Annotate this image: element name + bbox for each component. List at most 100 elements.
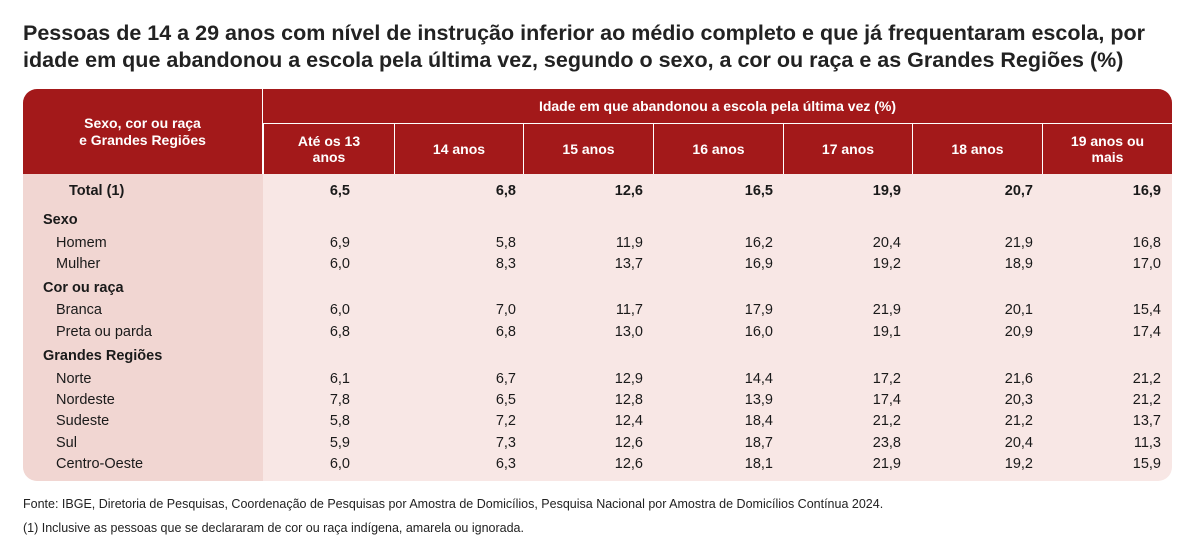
table-row: Homem 6,9 5,8 11,9 16,2 20,4 21,9 16,8 [23,232,1172,254]
table-cell: 6,9 [329,235,350,251]
table-cell: 11,7 [615,302,643,318]
column-header-line-1: 18 anos [951,141,1004,157]
column-header: Até os 13 anos [263,124,394,174]
table-cell: 8,3 [495,256,516,272]
table-cell: 15,9 [1132,456,1161,472]
column-header-line-2: mais [1091,149,1124,165]
row-label: Homem [56,235,107,251]
column-header: 18 anos [912,124,1042,174]
row-label: Cor ou raça [43,280,124,296]
table-cell: 5,8 [495,235,516,251]
table-cell: 17,4 [872,392,901,408]
table-cell: 18,4 [744,413,773,429]
row-label: Grandes Regiões [43,348,163,364]
row-header-line-1: Sexo, cor ou raça [84,114,201,131]
table-cell: 7,3 [495,435,516,451]
table-cell: 6,0 [329,456,350,472]
column-header: 14 anos [394,124,523,174]
row-label: Centro-Oeste [56,456,144,472]
row-label: Sudeste [56,413,110,429]
table-row: Nordeste 7,8 6,5 12,8 13,9 17,4 20,3 21,2 [23,389,1172,411]
table-cell: 6,8 [495,183,516,199]
table-cell: 13,0 [614,324,643,340]
table-cell: 11,9 [615,235,643,251]
table-cell: 12,6 [614,183,643,199]
title-line-1: Pessoas de 14 a 29 anos com nível de ins… [23,21,1145,45]
table-row: Mulher 6,0 8,3 13,7 16,9 19,2 18,9 17,0 [23,253,1172,275]
section-row: Grandes Regiões [23,345,1172,367]
table-row: Branca 6,0 7,0 11,7 17,9 21,9 20,1 15,4 [23,299,1172,321]
page-title: Pessoas de 14 a 29 anos com nível de ins… [23,20,1183,74]
table-row: Sul 5,9 7,3 12,6 18,7 23,8 20,4 11,3 [23,432,1172,454]
table-cell: 13,9 [744,392,773,408]
source-note: Fonte: IBGE, Diretoria de Pesquisas, Coo… [23,497,884,511]
column-header: 16 anos [653,124,783,174]
row-label: Sexo [43,212,78,228]
table-cell: 21,6 [1004,371,1033,387]
table-cell: 14,4 [744,371,773,387]
column-header: 17 anos [783,124,912,174]
table-cell: 12,6 [614,456,643,472]
table-cell: 12,4 [614,413,643,429]
table-cell: 21,2 [1132,392,1161,408]
table-cell: 16,9 [1132,183,1161,199]
row-header-line-2: e Grandes Regiões [79,131,206,148]
table-cell: 17,9 [744,302,773,318]
table-cell: 12,6 [614,435,643,451]
table-cell: 16,2 [744,235,773,251]
row-label: Branca [56,302,102,318]
table-cell: 6,1 [329,371,350,387]
row-label: Sul [56,435,77,451]
table-cell: 21,2 [872,413,901,429]
column-header: 19 anos ou mais [1042,124,1172,174]
table-cell: 5,8 [329,413,350,429]
table-cell: 19,2 [872,256,901,272]
table-cell: 17,4 [1132,324,1161,340]
column-group-header: Idade em que abandonou a escola pela últ… [263,89,1172,124]
column-header-line-1: 17 anos [821,141,875,157]
table-cell: 20,1 [1004,302,1033,318]
table-cell: 18,1 [744,456,773,472]
table-cell: 6,8 [329,324,350,340]
table-cell: 6,5 [495,392,516,408]
row-label: Nordeste [56,392,115,408]
table-cell: 13,7 [614,256,643,272]
table-cell: 7,8 [329,392,350,408]
table-cell: 16,5 [744,183,773,199]
table-row: Norte 6,1 6,7 12,9 14,4 17,2 21,6 21,2 [23,368,1172,390]
table-cell: 13,7 [1132,413,1161,429]
title-line-2: idade em que abandonou a escola pela últ… [23,48,1124,72]
table-cell: 18,7 [744,435,773,451]
table-cell: 7,0 [495,302,516,318]
column-header-line-1: 14 anos [432,141,486,157]
table-cell: 21,2 [1004,413,1033,429]
table-cell: 23,8 [872,435,901,451]
table-cell: 20,7 [1004,183,1033,199]
row-header-title: Sexo, cor ou raça e Grandes Regiões [23,89,263,174]
table-row: Sudeste 5,8 7,2 12,4 18,4 21,2 21,2 13,7 [23,410,1172,432]
table-cell: 21,9 [872,456,901,472]
table-cell: 16,0 [744,324,773,340]
table-cell: 20,9 [1004,324,1033,340]
row-label: Preta ou parda [56,324,152,340]
row-label: Total (1) [69,183,125,199]
section-row: Sexo [23,209,1172,231]
table-cell: 20,4 [1004,435,1033,451]
table-cell: 12,8 [614,392,643,408]
table-cell: 15,4 [1132,302,1161,318]
table-cell: 16,8 [1132,235,1161,251]
table-cell: 16,9 [744,256,773,272]
row-header-column-bg [23,174,263,481]
table-cell: 6,7 [495,371,516,387]
table-cell: 7,2 [495,413,516,429]
table-cell: 21,9 [872,302,901,318]
table-cell: 20,4 [872,235,901,251]
column-header-line-1: 19 anos ou [1070,133,1145,149]
table-cell: 5,9 [329,435,350,451]
table-header: Sexo, cor ou raça e Grandes Regiões Idad… [23,89,1172,174]
table-cell: 11,3 [1133,435,1161,451]
table-cell: 21,2 [1132,371,1161,387]
column-header-line-1: 15 anos [562,141,615,157]
table-row: Preta ou parda 6,8 6,8 13,0 16,0 19,1 20,9 17,4 [23,321,1172,343]
section-row: Cor ou raça [23,277,1172,299]
